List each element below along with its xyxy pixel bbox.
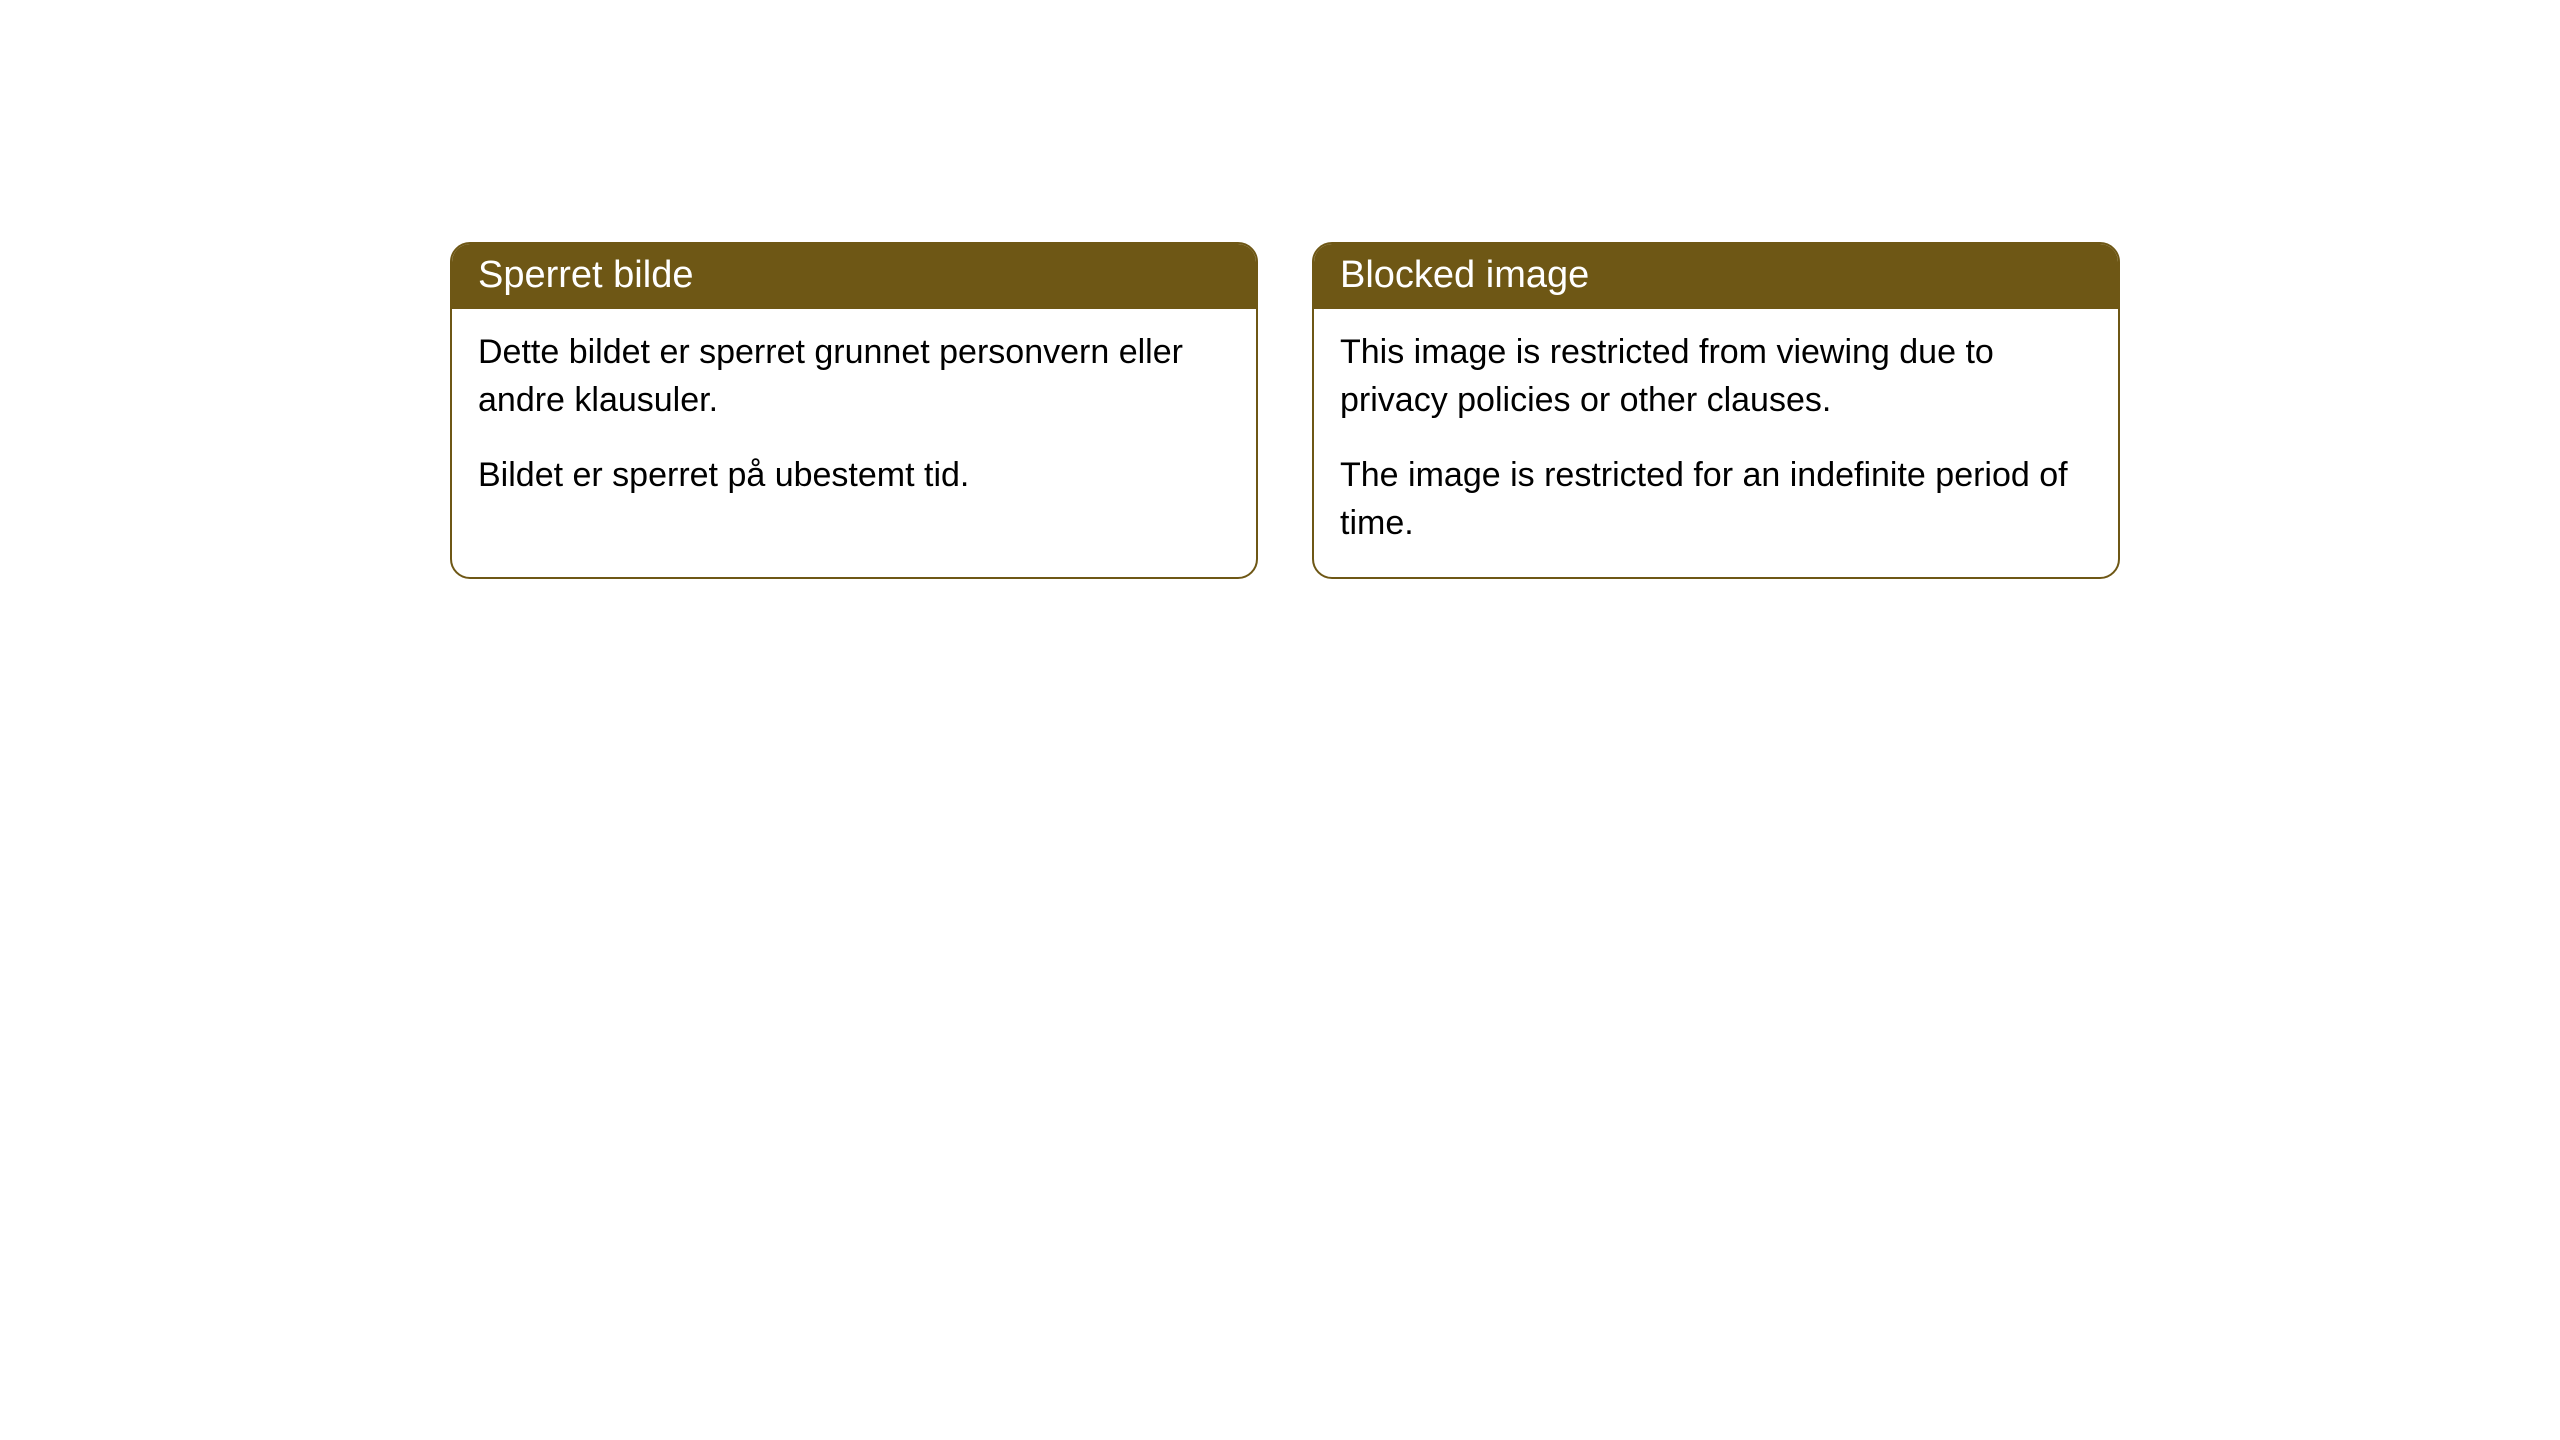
notice-cards-container: Sperret bilde Dette bildet er sperret gr… [450,242,2120,579]
card-body-no: Dette bildet er sperret grunnet personve… [452,309,1256,530]
card-paragraph-2-en: The image is restricted for an indefinit… [1340,452,2092,547]
card-header-no: Sperret bilde [452,244,1256,309]
blocked-image-card-no: Sperret bilde Dette bildet er sperret gr… [450,242,1258,579]
card-paragraph-1-en: This image is restricted from viewing du… [1340,329,2092,424]
card-header-en: Blocked image [1314,244,2118,309]
card-paragraph-1-no: Dette bildet er sperret grunnet personve… [478,329,1230,424]
card-paragraph-2-no: Bildet er sperret på ubestemt tid. [478,452,1230,500]
blocked-image-card-en: Blocked image This image is restricted f… [1312,242,2120,579]
card-body-en: This image is restricted from viewing du… [1314,309,2118,577]
